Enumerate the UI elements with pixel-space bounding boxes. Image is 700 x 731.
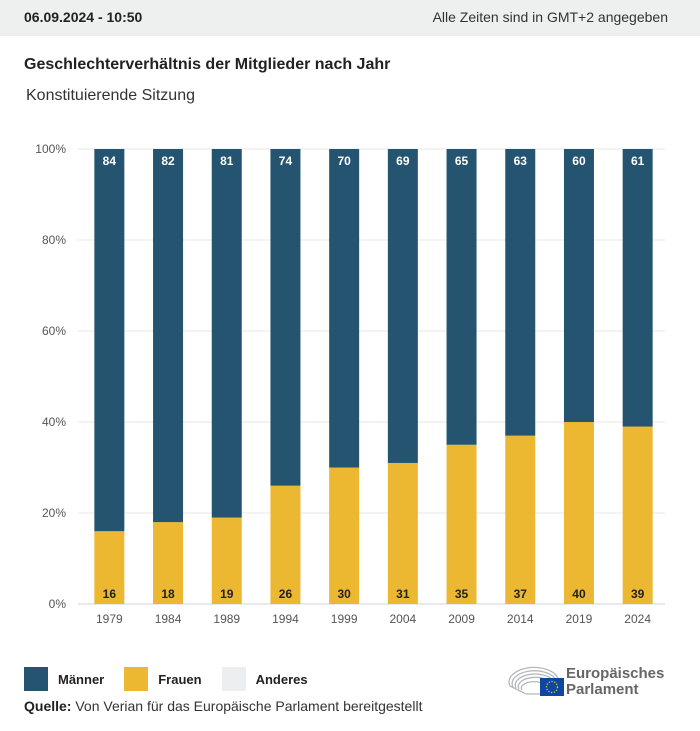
x-tick-label: 1984 xyxy=(155,612,182,626)
eu-flag-icon xyxy=(540,678,564,696)
bar-frauen[interactable] xyxy=(270,485,301,604)
y-tick-label: 80% xyxy=(42,233,66,247)
data-label-frauen: 39 xyxy=(631,587,645,601)
bar-maenner[interactable] xyxy=(505,149,536,436)
x-tick-label: 1989 xyxy=(213,612,240,626)
timezone-note: Alle Zeiten sind in GMT+2 angegeben xyxy=(432,9,668,25)
data-label-frauen: 35 xyxy=(455,587,469,601)
y-tick-label: 100% xyxy=(35,142,66,156)
data-label-maenner: 74 xyxy=(279,154,293,168)
data-label-maenner: 82 xyxy=(161,154,175,168)
logo-line-1: Europäisches xyxy=(566,665,665,682)
legend-item-maenner[interactable]: Männer xyxy=(24,667,104,691)
logo-text: Europäisches Parlament xyxy=(566,666,664,698)
x-tick-label: 2004 xyxy=(389,612,416,626)
data-label-maenner: 70 xyxy=(337,154,351,168)
bar-maenner[interactable] xyxy=(153,149,184,523)
data-label-frauen: 37 xyxy=(514,587,528,601)
bar-maenner[interactable] xyxy=(270,149,301,486)
data-label-maenner: 61 xyxy=(631,154,645,168)
x-tick-label: 2019 xyxy=(566,612,593,626)
bar-frauen[interactable] xyxy=(446,444,477,604)
legend-swatch-frauen xyxy=(124,667,149,691)
bar-maenner[interactable] xyxy=(94,149,125,532)
x-tick-label: 2014 xyxy=(507,612,534,626)
legend-label: Männer xyxy=(58,671,105,687)
data-label-maenner: 65 xyxy=(455,154,469,168)
chart-title: Geschlechterverhältnis der Mitglieder na… xyxy=(24,56,391,73)
legend-item-frauen[interactable]: Frauen xyxy=(124,667,202,691)
bar-frauen[interactable] xyxy=(94,531,125,604)
stacked-bar-chart: 0% 20% 40% 60% 80% 100% 84 16 82 18 81 19 74 26 70 30 6… xyxy=(35,142,665,626)
parliament-hemicycle-icon xyxy=(508,666,564,696)
x-tick-label: 1994 xyxy=(272,612,299,626)
bar-maenner[interactable] xyxy=(563,149,594,422)
bar-maenner[interactable] xyxy=(329,149,360,468)
data-label-frauen: 31 xyxy=(396,587,410,601)
bars: 84 16 82 18 81 19 74 26 70 30 69 31 65 35 63 37 60 40 61 39 xyxy=(94,149,653,605)
data-label-frauen: 18 xyxy=(161,587,175,601)
bar-maenner[interactable] xyxy=(446,149,477,445)
data-label-frauen: 19 xyxy=(220,587,234,601)
x-tick-label: 1999 xyxy=(331,612,358,626)
y-axis-ticks: 0% 20% 40% 60% 80% 100% xyxy=(35,142,66,611)
x-axis-ticks: 1979 1984 1989 1994 1999 2004 2009 2014 2019 2024 xyxy=(96,612,651,626)
logo-line-2: Parlament xyxy=(566,681,639,698)
data-label-maenner: 60 xyxy=(572,154,586,168)
y-tick-label: 0% xyxy=(49,597,67,611)
data-label-frauen: 16 xyxy=(103,587,117,601)
bar-maenner[interactable] xyxy=(387,149,418,463)
source-text: Von Verian für das Europäische Parlament… xyxy=(71,698,423,714)
data-label-maenner: 63 xyxy=(514,154,528,168)
bar-frauen[interactable] xyxy=(387,462,418,604)
x-tick-label: 1979 xyxy=(96,612,123,626)
bar-maenner[interactable] xyxy=(622,149,653,427)
data-label-maenner: 81 xyxy=(220,154,234,168)
bar-frauen[interactable] xyxy=(563,422,594,604)
legend-label: Frauen xyxy=(158,671,202,687)
data-label-frauen: 40 xyxy=(572,587,586,601)
x-tick-label: 2024 xyxy=(624,612,651,626)
x-tick-label: 2009 xyxy=(448,612,475,626)
bar-frauen[interactable] xyxy=(505,435,536,604)
bar-frauen[interactable] xyxy=(211,517,242,604)
chart-subtitle: Konstituierende Sitzung xyxy=(26,87,195,104)
source-label: Quelle: xyxy=(24,698,72,714)
datetime: 06.09.2024 - 10:50 xyxy=(24,9,143,25)
data-label-maenner: 69 xyxy=(396,154,410,168)
legend-swatch-anderes xyxy=(221,667,246,691)
bar-frauen[interactable] xyxy=(622,426,653,604)
bar-frauen[interactable] xyxy=(329,467,360,605)
y-tick-label: 60% xyxy=(42,324,66,338)
data-label-frauen: 26 xyxy=(279,587,293,601)
data-label-maenner: 84 xyxy=(103,154,117,168)
bar-maenner[interactable] xyxy=(211,149,242,518)
legend-item-anderes[interactable]: Anderes xyxy=(221,667,308,691)
top-bar: 06.09.2024 - 10:50 Alle Zeiten sind in G… xyxy=(0,0,700,36)
source-note: Quelle: Von Verian für das Europäische P… xyxy=(24,698,422,714)
legend-label: Anderes xyxy=(255,671,308,687)
y-tick-label: 20% xyxy=(42,506,66,520)
y-tick-label: 40% xyxy=(42,415,66,429)
legend-swatch-maenner xyxy=(24,667,48,691)
data-label-frauen: 30 xyxy=(337,587,351,601)
ep-logo: Europäisches Parlament xyxy=(506,660,681,700)
legend: Männer Frauen Anderes xyxy=(24,667,328,691)
bar-frauen[interactable] xyxy=(153,522,184,604)
